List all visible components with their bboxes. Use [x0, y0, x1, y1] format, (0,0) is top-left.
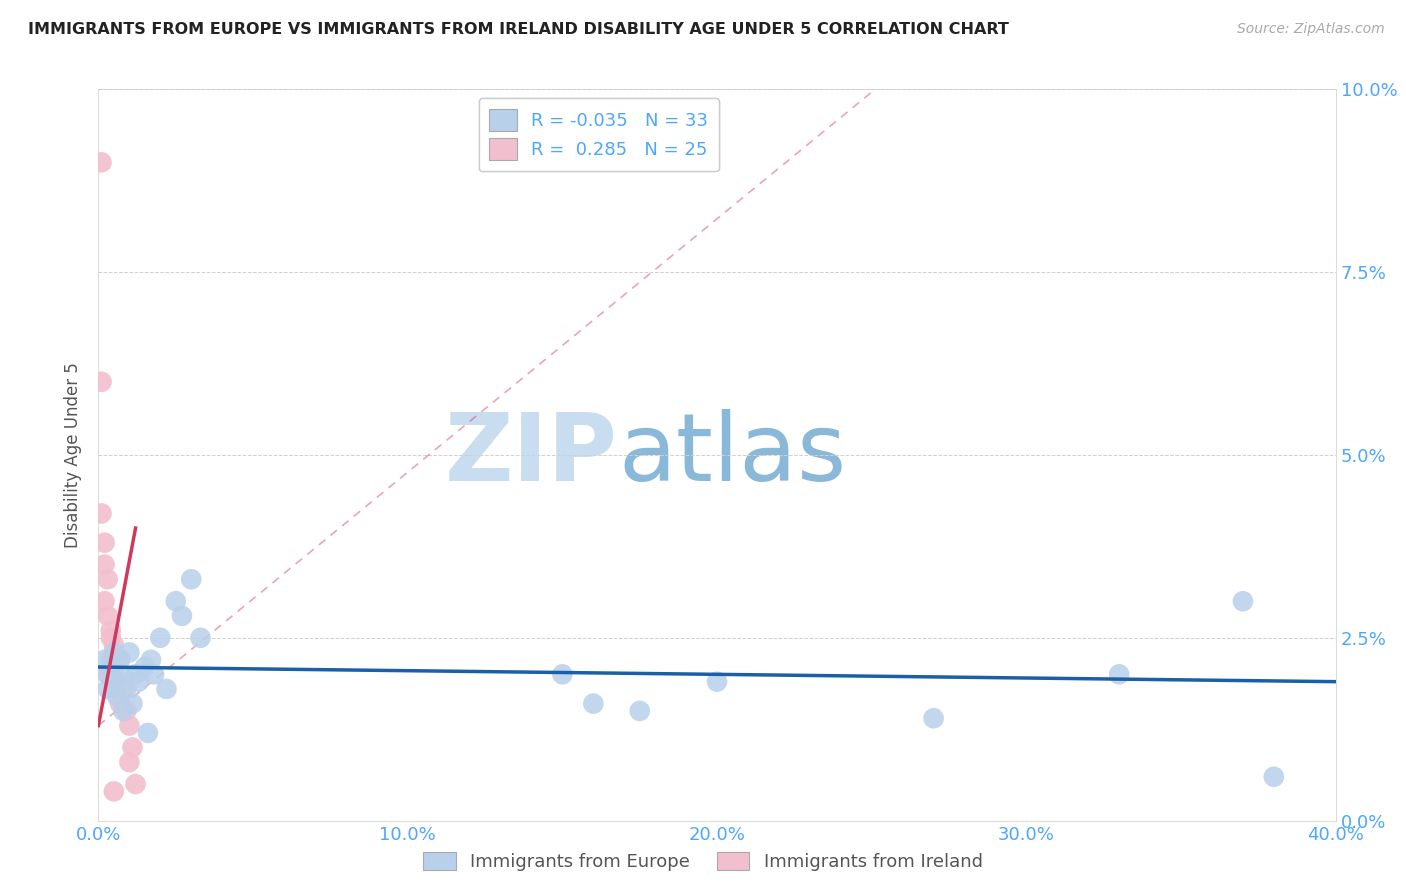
- Point: [103, 784, 125, 798]
- Point: [100, 624, 122, 638]
- Point: [112, 667, 135, 681]
- Point: [170, 608, 193, 623]
- Point: [121, 740, 143, 755]
- Point: [1232, 594, 1254, 608]
- Point: [118, 718, 141, 732]
- Point: [143, 667, 166, 681]
- Point: [922, 711, 945, 725]
- Point: [155, 681, 177, 696]
- Point: [100, 653, 122, 667]
- Point: [128, 674, 150, 689]
- Point: [582, 697, 605, 711]
- Point: [149, 631, 172, 645]
- Point: [105, 690, 128, 704]
- Text: atlas: atlas: [619, 409, 846, 501]
- Point: [93, 594, 115, 608]
- Point: [1108, 667, 1130, 681]
- Legend: Immigrants from Europe, Immigrants from Ireland: Immigrants from Europe, Immigrants from …: [416, 845, 990, 879]
- Point: [90, 507, 112, 521]
- Point: [112, 704, 135, 718]
- Point: [97, 572, 120, 586]
- Point: [93, 653, 115, 667]
- Point: [115, 681, 138, 696]
- Point: [103, 638, 125, 652]
- Point: [105, 674, 128, 689]
- Point: [190, 631, 212, 645]
- Point: [100, 631, 122, 645]
- Point: [124, 667, 146, 681]
- Point: [90, 375, 112, 389]
- Point: [97, 667, 120, 681]
- Text: Source: ZipAtlas.com: Source: ZipAtlas.com: [1237, 22, 1385, 37]
- Point: [93, 535, 115, 549]
- Point: [108, 653, 131, 667]
- Point: [115, 704, 138, 718]
- Point: [136, 726, 159, 740]
- Point: [118, 755, 141, 769]
- Text: ZIP: ZIP: [446, 409, 619, 501]
- Legend: R = -0.035   N = 33, R =  0.285   N = 25: R = -0.035 N = 33, R = 0.285 N = 25: [478, 98, 718, 171]
- Point: [112, 681, 135, 696]
- Point: [165, 594, 187, 608]
- Point: [1263, 770, 1285, 784]
- Point: [103, 667, 125, 681]
- Point: [108, 697, 131, 711]
- Point: [124, 777, 146, 791]
- Point: [103, 674, 125, 689]
- Point: [551, 667, 574, 681]
- Point: [93, 558, 115, 572]
- Point: [139, 653, 162, 667]
- Text: IMMIGRANTS FROM EUROPE VS IMMIGRANTS FROM IRELAND DISABILITY AGE UNDER 5 CORRELA: IMMIGRANTS FROM EUROPE VS IMMIGRANTS FRO…: [28, 22, 1010, 37]
- Point: [97, 681, 120, 696]
- Y-axis label: Disability Age Under 5: Disability Age Under 5: [65, 362, 83, 548]
- Point: [97, 608, 120, 623]
- Point: [628, 704, 651, 718]
- Point: [90, 155, 112, 169]
- Point: [118, 645, 141, 659]
- Point: [134, 660, 156, 674]
- Point: [103, 645, 125, 659]
- Point: [97, 667, 120, 681]
- Point: [121, 697, 143, 711]
- Point: [100, 660, 122, 674]
- Point: [108, 653, 131, 667]
- Point: [180, 572, 202, 586]
- Point: [706, 674, 728, 689]
- Point: [105, 681, 128, 696]
